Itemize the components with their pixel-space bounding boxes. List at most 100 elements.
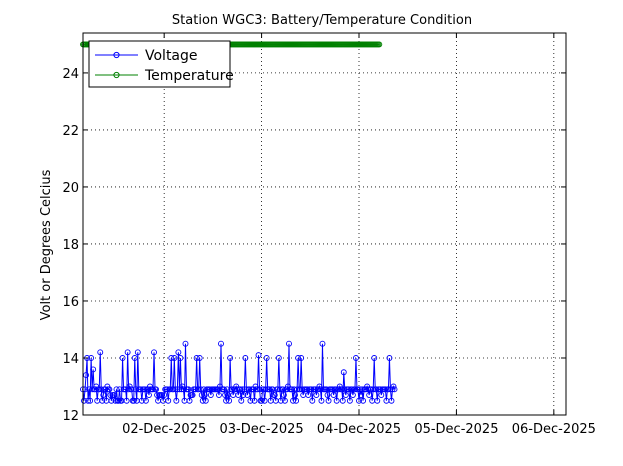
voltage-point [356,397,362,404]
voltage-point [216,392,222,398]
x-tick-label: 02-Dec-2025 [122,422,206,437]
voltage-point [378,392,385,398]
voltage-point [115,397,122,404]
y-tick-label: 12 [62,409,79,424]
legend-voltage-label: Voltage [145,48,198,64]
legend-temperature-label: Temperature [144,68,234,84]
voltage-point [226,397,233,404]
voltage-point [292,392,299,398]
voltage-point [275,355,282,361]
voltage-point [170,386,177,393]
voltage-point [89,386,96,393]
voltage-point [197,386,204,393]
voltage-point [174,386,181,393]
y-tick-label: 18 [62,238,79,253]
voltage-point [177,355,184,361]
voltage-point [107,392,114,398]
voltage-point [358,392,364,398]
voltage-point [111,392,118,398]
voltage-point [342,392,349,398]
voltage-point [276,386,283,393]
voltage-point [88,355,95,361]
voltage-point [305,392,312,398]
voltage-point [318,397,325,404]
voltage-point [390,383,397,390]
voltage-point [108,397,115,404]
voltage-point [179,383,186,390]
voltage-point [221,386,227,393]
voltage-point [246,386,253,393]
voltage-point [90,366,97,373]
voltage-point [201,392,208,398]
voltage-point [130,397,137,404]
voltage-point [182,340,189,347]
y-tick-label: 20 [62,181,79,196]
voltage-point [137,386,144,393]
x-tick-label: 05-Dec-2025 [414,422,498,437]
voltage-point [207,392,214,398]
voltage-point [202,397,209,404]
voltage-point [175,349,182,356]
voltage-point [138,397,145,404]
x-tick-label: 03-Dec-2025 [220,422,304,437]
voltage-point [81,397,87,404]
voltage-point [161,392,168,398]
voltage-point [222,392,229,398]
voltage-point [386,355,393,361]
legend-box [88,40,231,88]
y-tick-label: 24 [62,67,79,82]
y-tick-label: 14 [62,352,79,367]
voltage-point [385,386,392,393]
voltage-point [98,386,105,393]
voltage-point [146,392,152,398]
voltage-point [298,355,305,361]
voltage-point [125,386,132,393]
axis-ticks [83,33,566,416]
voltage-point [255,352,262,359]
voltage-point [151,349,157,356]
temperature-point [376,41,383,48]
voltage-point [341,386,348,393]
voltage-point [325,397,332,404]
voltage-point [193,355,200,361]
voltage-point [295,355,302,361]
axis-tick-labels: 02-Dec-2025 03-Dec-2025 04-Dec-2025 05-Dec-… [62,67,595,437]
voltage-point [124,349,131,356]
voltage-point [247,397,254,404]
voltage-point [290,397,296,404]
voltage-point [189,392,196,398]
legend: Voltage Temperature [88,40,234,88]
voltage-point [119,355,126,361]
legend-voltage-marker [113,51,120,59]
voltage-point [349,392,356,398]
voltage-point [100,392,107,398]
legend-temperature-marker [113,71,120,79]
voltage-point [389,386,396,393]
voltage-point [165,397,172,404]
voltage-point [308,386,315,393]
voltage-point [330,392,337,398]
voltage-point [199,397,206,404]
voltage-point [142,397,149,404]
voltage-point [373,386,380,393]
plot-frame [82,32,567,416]
chart-title: Station WGC3: Battery/Temperature Condit… [172,13,472,28]
x-tick-label: 04-Dec-2025 [317,422,401,437]
voltage-point [371,355,378,361]
voltage-point [240,392,247,398]
voltage-point [391,386,398,393]
voltage-point [97,349,104,356]
voltage-point [239,386,246,393]
voltage-point [198,392,205,398]
x-tick-label: 06-Dec-2025 [512,422,596,437]
voltage-point [340,369,347,376]
voltage-point [171,355,178,361]
voltage-point [237,386,244,393]
y-tick-label: 22 [62,124,79,139]
voltage-point [346,397,353,404]
voltage-point [251,397,258,404]
voltage-point [355,386,361,393]
voltage-point [353,355,359,361]
voltage-point [309,397,316,404]
voltage-point [263,355,270,361]
